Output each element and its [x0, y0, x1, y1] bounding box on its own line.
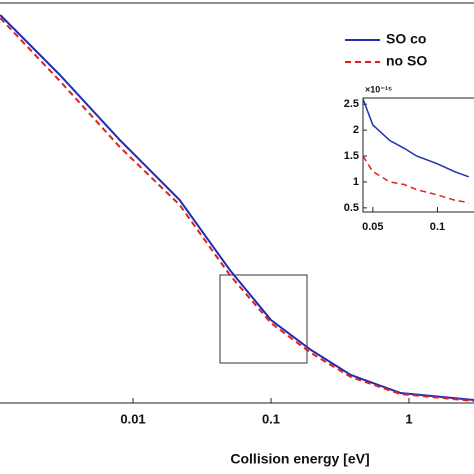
x-axis-label: Collision energy [eV] — [230, 451, 369, 467]
legend-label: SO co — [386, 31, 426, 47]
x-tick-label: 1 — [405, 411, 412, 426]
axes-frame — [0, 2, 474, 404]
series-line — [363, 98, 470, 178]
inset-background — [330, 90, 474, 235]
y-tick-label: 2 — [353, 124, 359, 136]
y-tick-label: 0.5 — [344, 202, 359, 214]
series-line — [0, 14, 474, 401]
x-tick-label: 0.01 — [120, 411, 145, 426]
series-line — [0, 17, 474, 402]
legend-label: no SO — [386, 53, 427, 69]
inset-frame — [362, 97, 474, 213]
y-tick-label: 1.5 — [344, 150, 359, 162]
y-tick-label: 1 — [353, 176, 359, 188]
x-tick-label: 0.1 — [430, 221, 445, 233]
inset-plot: 0.05 0.1 0.5 1 1.5 2 2.5 ×10⁻¹⁵ — [344, 84, 470, 233]
x-tick-label: 0.05 — [362, 221, 383, 233]
main-plot: 0.01 0.1 1 — [0, 14, 474, 426]
zoom-box — [219, 274, 308, 364]
y-tick-label: 2.5 — [344, 98, 359, 110]
y-exponent: ×10⁻¹⁵ — [365, 84, 392, 94]
legend — [319, 27, 474, 81]
series-line — [363, 155, 469, 204]
legend-entries: SO co no SO — [345, 31, 427, 69]
x-tick-label: 0.1 — [262, 411, 280, 426]
